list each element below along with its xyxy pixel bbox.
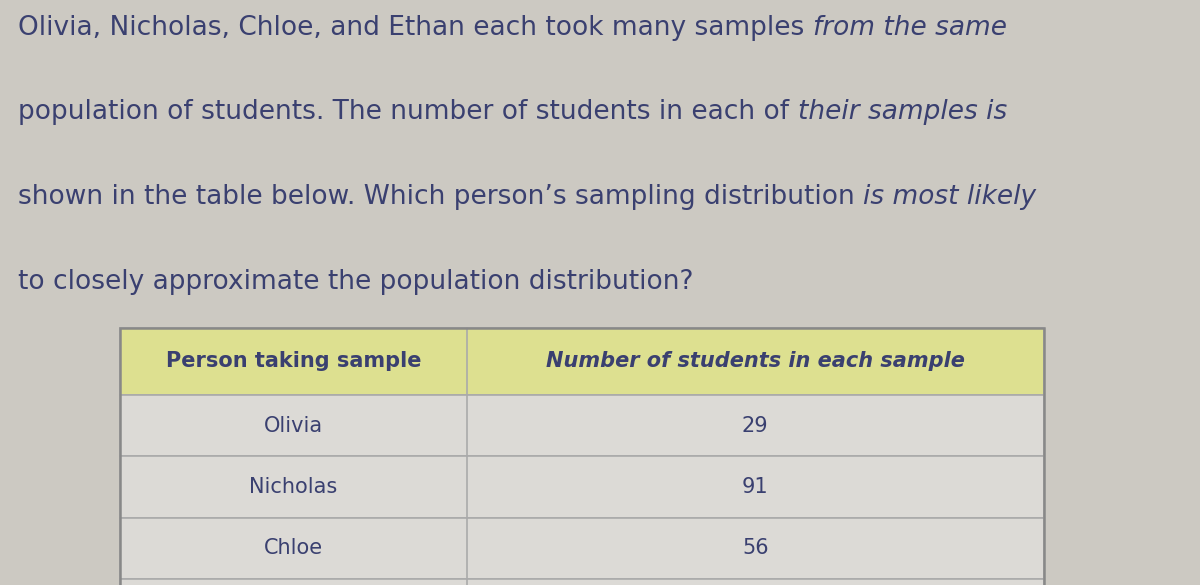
Text: their samples is: their samples is	[798, 99, 1007, 125]
Text: is most likely: is most likely	[863, 184, 1037, 210]
Text: population of students. The number of students in each of: population of students. The number of st…	[18, 99, 798, 125]
Text: 29: 29	[742, 415, 768, 436]
FancyBboxPatch shape	[120, 456, 1044, 518]
Text: Person taking sample: Person taking sample	[166, 351, 421, 371]
FancyBboxPatch shape	[120, 579, 1044, 585]
Text: to closely approximate the population distribution?: to closely approximate the population di…	[18, 269, 694, 295]
FancyBboxPatch shape	[120, 395, 1044, 456]
Text: Olivia, Nicholas, Chloe, and Ethan each took many samples: Olivia, Nicholas, Chloe, and Ethan each …	[18, 15, 812, 40]
Text: from the same: from the same	[812, 15, 1007, 40]
Text: Chloe: Chloe	[264, 538, 323, 559]
FancyBboxPatch shape	[120, 328, 1044, 395]
Text: shown in the table below. Which person’s sampling distribution: shown in the table below. Which person’s…	[18, 184, 863, 210]
Text: Number of students in each sample: Number of students in each sample	[546, 351, 965, 371]
Text: Nicholas: Nicholas	[250, 477, 337, 497]
Text: 91: 91	[742, 477, 768, 497]
Text: 56: 56	[742, 538, 768, 559]
Text: Olivia: Olivia	[264, 415, 323, 436]
FancyBboxPatch shape	[120, 518, 1044, 579]
